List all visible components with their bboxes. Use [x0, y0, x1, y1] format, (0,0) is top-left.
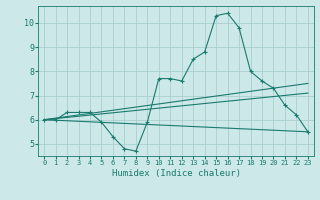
X-axis label: Humidex (Indice chaleur): Humidex (Indice chaleur): [111, 169, 241, 178]
